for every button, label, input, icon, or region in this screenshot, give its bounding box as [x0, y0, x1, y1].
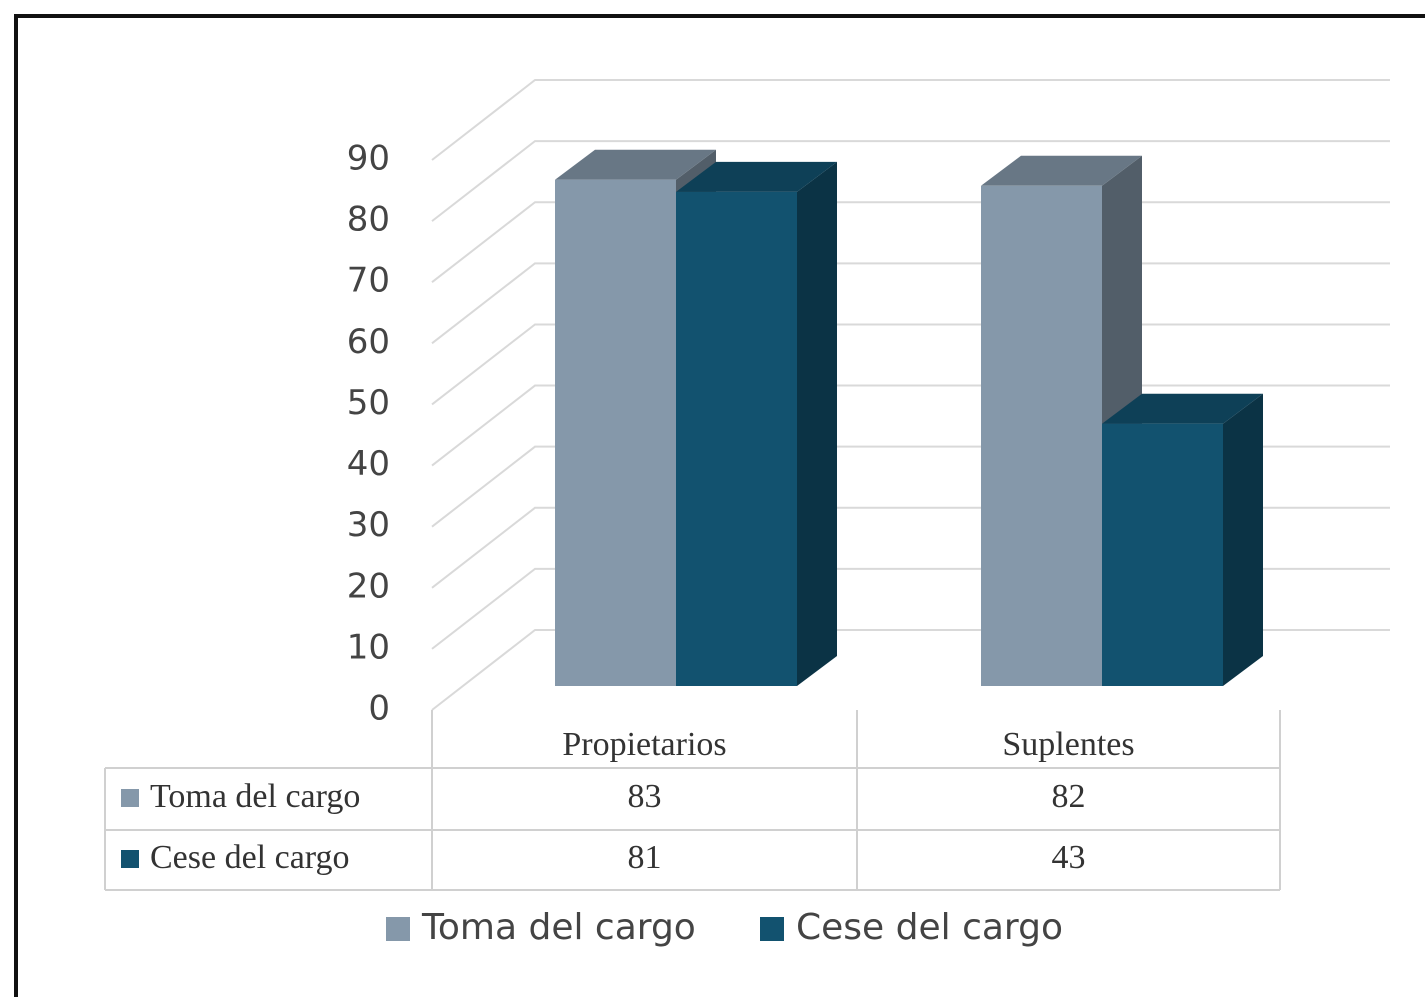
bar-side [1223, 393, 1263, 686]
table-value: 43 [1052, 839, 1086, 876]
y-tick-label: 10 [347, 627, 390, 667]
table-series-name: Cese del cargo [150, 839, 350, 876]
bar [676, 191, 797, 686]
table-value: 82 [1052, 778, 1086, 815]
bar-top [981, 155, 1142, 186]
legend-label: Toma del cargo [421, 907, 696, 948]
bar-side [797, 161, 837, 686]
category-label: Propietarios [562, 726, 726, 763]
y-tick-label: 0 [368, 689, 390, 729]
y-tick-label: 30 [347, 505, 390, 545]
y-tick-label: 60 [347, 322, 390, 362]
table-value: 81 [628, 839, 662, 876]
bar [981, 185, 1102, 687]
y-tick-label: 80 [347, 200, 390, 240]
y-tick-label: 40 [347, 444, 390, 484]
bar [555, 179, 676, 686]
y-tick-label: 70 [347, 261, 390, 301]
bar [1102, 423, 1223, 686]
bar-top [555, 149, 716, 180]
legend-key [760, 917, 784, 941]
grid-line [431, 140, 1390, 222]
y-tick-label: 50 [347, 383, 390, 423]
table-series-name: Toma del cargo [150, 778, 360, 815]
table-legend-key [121, 850, 139, 868]
table-value: 83 [628, 778, 662, 815]
legend-label: Cese del cargo [796, 907, 1063, 948]
grid-line [431, 79, 1390, 161]
y-tick-label: 20 [347, 566, 390, 606]
legend-key [386, 917, 410, 941]
bar-top [1102, 393, 1263, 424]
table-legend-key [121, 789, 139, 807]
category-label: Suplentes [1002, 726, 1134, 763]
y-tick-label: 90 [347, 139, 390, 179]
bar-top [676, 161, 837, 192]
